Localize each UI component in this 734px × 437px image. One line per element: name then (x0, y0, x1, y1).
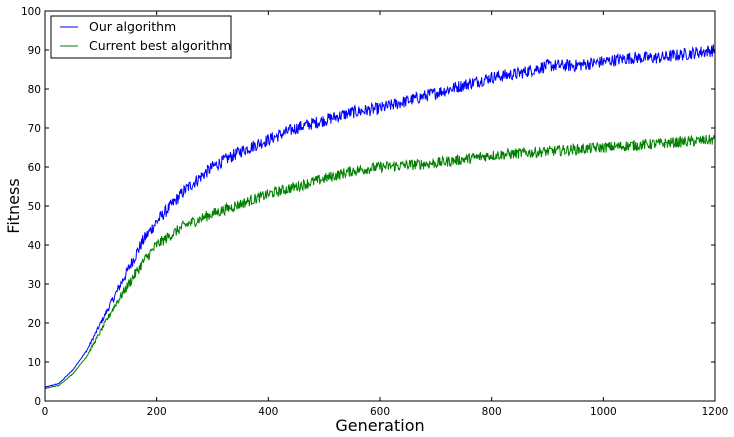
y-tick-label: 90 (28, 45, 41, 57)
series-line-1 (44, 134, 716, 390)
x-tick-label: 1000 (590, 406, 617, 418)
y-tick-label: 20 (28, 318, 41, 330)
y-tick-label: 0 (34, 396, 41, 408)
y-tick-label: 100 (21, 6, 41, 18)
legend-label-our-algorithm: Our algorithm (89, 19, 176, 34)
series-line-0 (44, 44, 716, 388)
y-tick-label: 60 (28, 162, 41, 174)
y-tick-label: 70 (28, 123, 41, 135)
y-tick-label: 10 (28, 357, 41, 369)
x-tick-label: 1200 (702, 406, 729, 418)
x-tick-label: 800 (482, 406, 502, 418)
plot-area (45, 11, 715, 401)
x-tick-label: 600 (370, 406, 390, 418)
y-tick-label: 40 (28, 240, 41, 252)
y-tick-label: 30 (28, 279, 41, 291)
y-tick-label: 50 (28, 201, 41, 213)
x-tick-label: 0 (42, 406, 49, 418)
axis-ticks: 0 200 400 600 800 1000 1200 0 10 20 30 40 50 60 70 80 90… (21, 6, 728, 418)
y-tick-label: 80 (28, 84, 41, 96)
series-layer (44, 44, 716, 390)
x-tick-label: 200 (147, 406, 167, 418)
legend: Our algorithm Current best algorithm (50, 15, 232, 59)
x-tick-label: 400 (258, 406, 278, 418)
legend-label-current-best: Current best algorithm (89, 38, 231, 53)
y-axis-label: Fitness (4, 178, 23, 233)
plot-frame (44, 10, 716, 402)
legend-box (50, 15, 232, 59)
x-axis-label: Generation (335, 416, 424, 435)
